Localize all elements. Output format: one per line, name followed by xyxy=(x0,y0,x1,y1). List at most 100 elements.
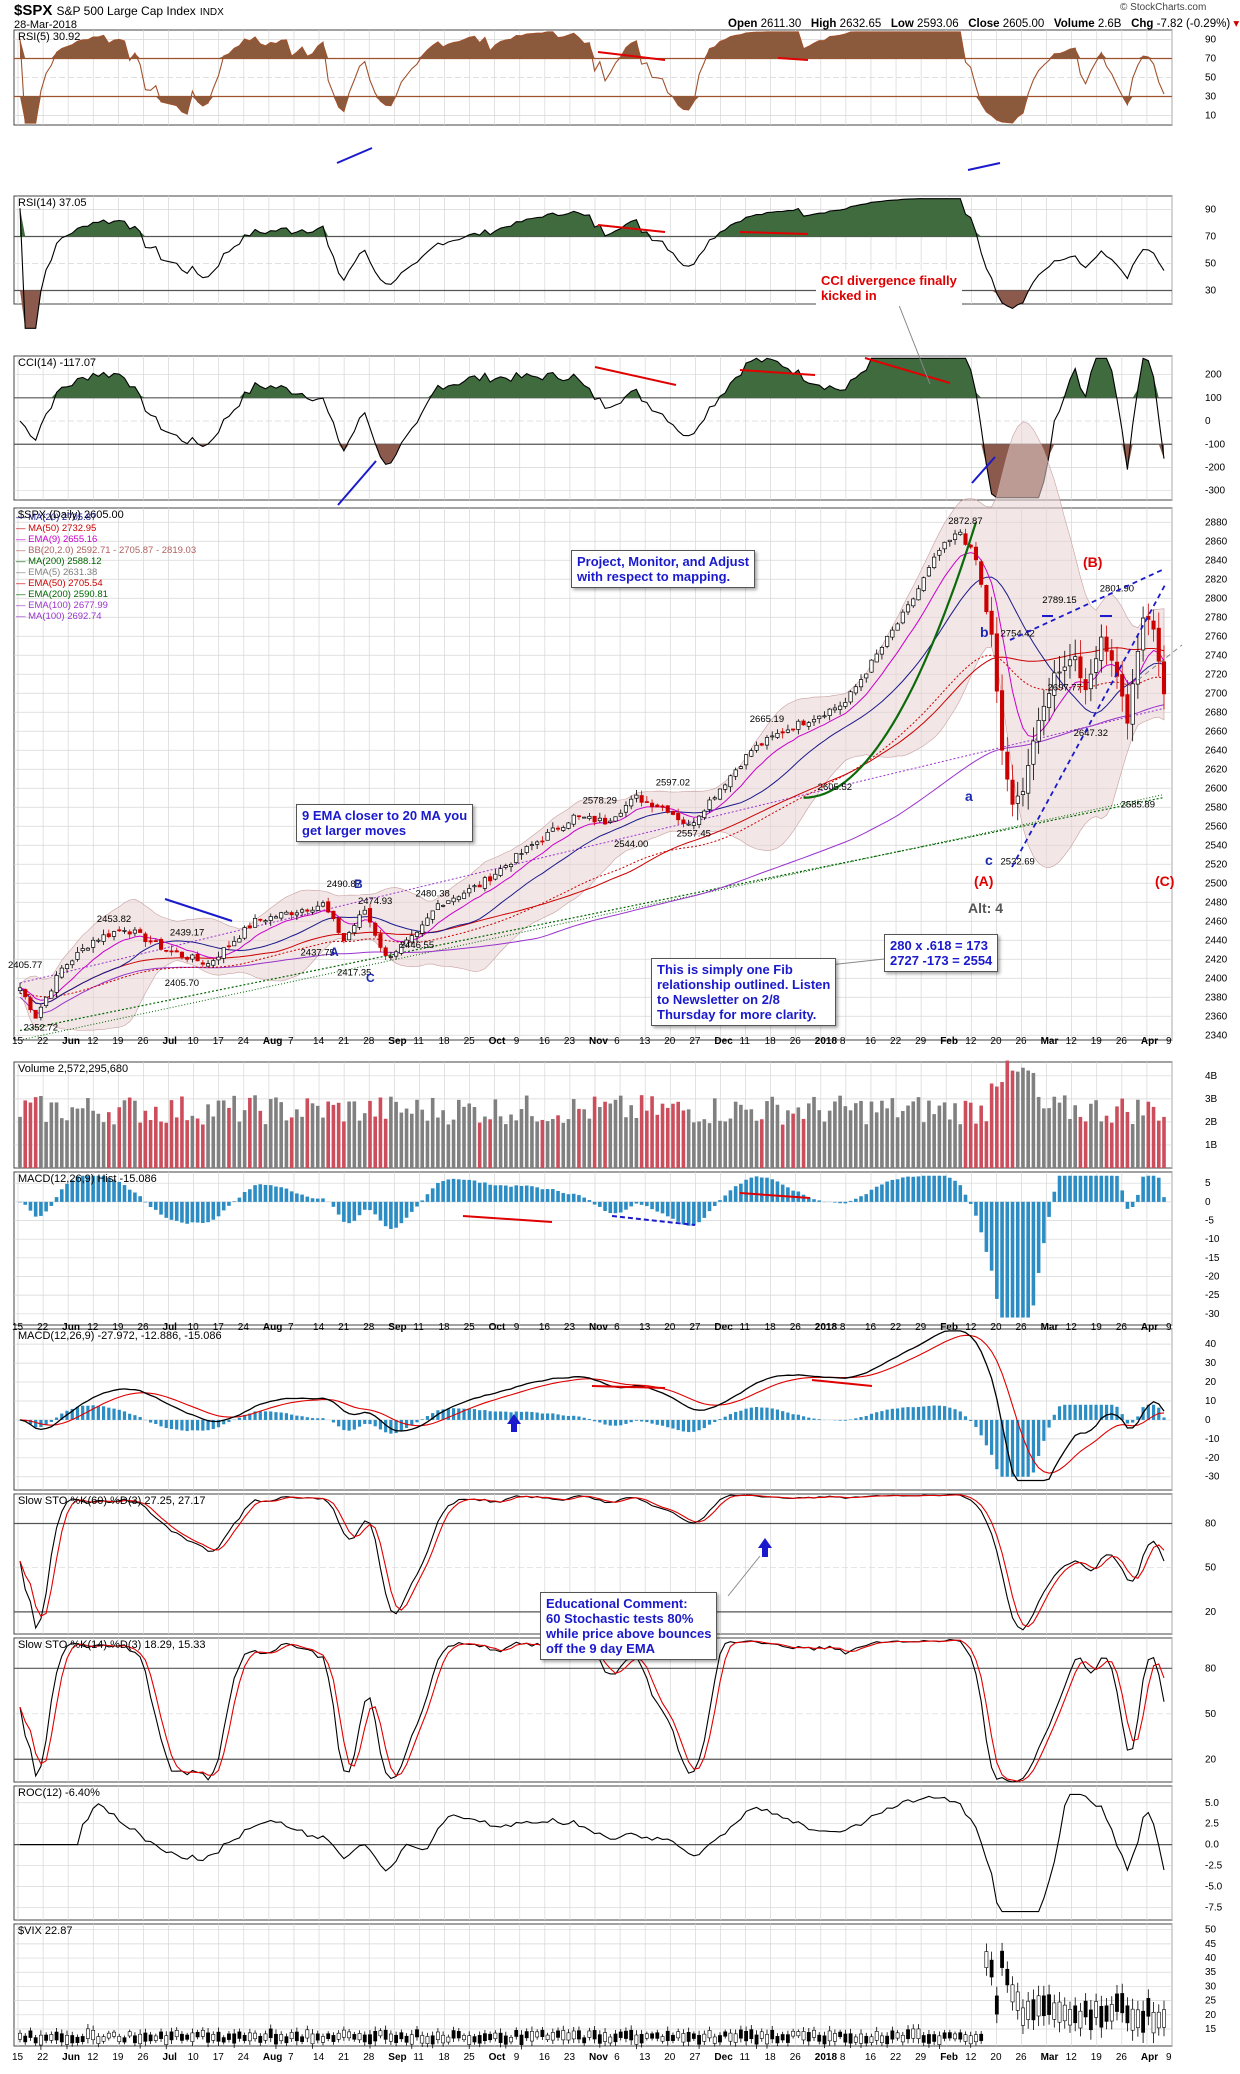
vix-candle xyxy=(394,2034,399,2043)
high-label: High xyxy=(810,18,837,30)
price-point-label: 2697.77 xyxy=(1048,682,1082,693)
macd-bg-bar xyxy=(49,1419,53,1422)
candle-body xyxy=(279,912,284,919)
candle-body xyxy=(979,561,984,585)
macd-hist-bar xyxy=(107,1177,111,1202)
macd-bg-bar xyxy=(478,1410,482,1420)
volume-bar xyxy=(556,1115,560,1168)
vix-candle xyxy=(963,2034,968,2042)
vix-candle xyxy=(937,2035,942,2045)
x-axis-label: 19 xyxy=(112,1036,124,1047)
macd-bg-bar xyxy=(781,1411,785,1420)
x-axis-label: 20 xyxy=(664,2052,676,2063)
vix-candle xyxy=(362,2034,367,2043)
candle-body xyxy=(524,846,529,853)
volume-bar xyxy=(937,1105,942,1168)
macd-bg-bar xyxy=(953,1409,957,1420)
candle-body xyxy=(853,686,858,694)
ema9-callout: 9 EMA closer to 20 MA you get larger mov… xyxy=(296,804,474,842)
volume-bar xyxy=(237,1121,242,1168)
macd-hist-bar xyxy=(650,1201,654,1210)
volume-bar xyxy=(848,1110,853,1168)
candle-body xyxy=(869,659,874,673)
macd-hist-bar xyxy=(712,1201,717,1207)
macd-bg-bar xyxy=(1115,1406,1119,1420)
macd-tick-label: 30 xyxy=(1205,1358,1217,1369)
volume-bar xyxy=(749,1109,754,1168)
macd-bg-bar xyxy=(206,1419,210,1431)
volume-bar xyxy=(974,1123,978,1168)
candle-body xyxy=(106,933,111,938)
vix-candle xyxy=(1078,2010,1083,2029)
candle-body xyxy=(519,853,524,855)
candle-body xyxy=(247,925,252,929)
vix-candle xyxy=(28,2030,33,2038)
macd-bg-bar xyxy=(807,1417,811,1420)
macd-hist-bar xyxy=(389,1201,393,1229)
volume-bar xyxy=(806,1103,811,1168)
vix-candle xyxy=(1104,2005,1109,2022)
vix-candle xyxy=(232,2033,237,2044)
macd-bg-bar xyxy=(859,1417,863,1420)
ohlc-readout: Open 2611.30 High 2632.65 Low 2593.06 Cl… xyxy=(728,16,1239,30)
candle-body xyxy=(759,743,764,746)
x-axis-label: Oct xyxy=(489,2052,506,2063)
macd-bg-bar xyxy=(1037,1419,1041,1456)
candle-body xyxy=(639,795,644,803)
vix-candle xyxy=(284,2036,289,2044)
macd-bg-bar xyxy=(196,1419,200,1431)
x-axis-label: 23 xyxy=(564,1036,576,1047)
x-axis-label: 29 xyxy=(915,1322,927,1333)
symbol-title: $SPX S&P 500 Large Cap Index INDX xyxy=(14,2,224,19)
macd-bg-bar xyxy=(593,1419,597,1422)
macd-hist-bar xyxy=(932,1175,936,1202)
macd-bg-bar xyxy=(462,1408,466,1420)
macd-bg-bar xyxy=(974,1419,978,1427)
rsi14-title: RSI(14) 37.05 xyxy=(18,197,86,209)
macd-hist-bar xyxy=(420,1200,425,1202)
volume-bar xyxy=(827,1110,832,1168)
macd-title: MACD(12,26,9) -27.972, -12.886, -15.086 xyxy=(18,1330,222,1342)
close-label: Close xyxy=(968,18,1000,30)
roc-tick-label: -7.5 xyxy=(1205,1902,1223,1913)
volume-bar xyxy=(577,1108,581,1168)
macd-tick-label: -10 xyxy=(1205,1434,1220,1445)
vix-candle xyxy=(321,2036,325,2043)
vix-tick-label: 30 xyxy=(1205,1981,1217,1992)
candle-body xyxy=(571,814,576,825)
volume-bar xyxy=(394,1101,398,1168)
macd-bg-bar xyxy=(237,1417,241,1420)
x-axis-label: 12 xyxy=(87,2052,99,2063)
macd-hist-bar xyxy=(336,1201,341,1215)
candle-body xyxy=(864,673,869,679)
x-axis-label: 18 xyxy=(765,1036,777,1047)
macd-bg-bar xyxy=(676,1419,680,1431)
macd-bg-bar xyxy=(906,1407,910,1420)
candle-body xyxy=(414,931,420,937)
macd-hist-bar xyxy=(864,1194,869,1202)
vix-candle xyxy=(618,2031,623,2038)
macd-tick-label: -30 xyxy=(1205,1472,1220,1483)
volume-bar xyxy=(801,1118,806,1168)
vix-candle xyxy=(200,2029,205,2037)
volume-bar xyxy=(336,1102,341,1168)
candle-body xyxy=(900,611,905,624)
volume-bar xyxy=(1099,1121,1104,1168)
volume-bar xyxy=(953,1103,957,1168)
macd-hist-bar xyxy=(373,1201,378,1215)
vix-candle xyxy=(853,2036,858,2043)
macd-panel: 40 30 20 10 0 -10 -20 -30 MACD(12,26,9) -27.972,… xyxy=(13,1328,1220,1491)
macd-hist-bar xyxy=(180,1201,184,1223)
candle-body xyxy=(1151,620,1156,630)
price-point-label: 2801.90 xyxy=(1100,584,1134,595)
candle-body xyxy=(122,930,127,932)
macd-hist-bar xyxy=(519,1185,524,1202)
candle-body xyxy=(723,784,728,790)
x-axis-label: 26 xyxy=(1116,1322,1128,1333)
macd-bg-bar xyxy=(154,1419,158,1424)
candle-body xyxy=(1109,650,1114,661)
x-axis-label: 28 xyxy=(363,1322,375,1333)
x-axis-label: 12 xyxy=(1066,2052,1078,2063)
macd-bg-bar xyxy=(436,1410,440,1420)
candle-body xyxy=(545,831,550,841)
